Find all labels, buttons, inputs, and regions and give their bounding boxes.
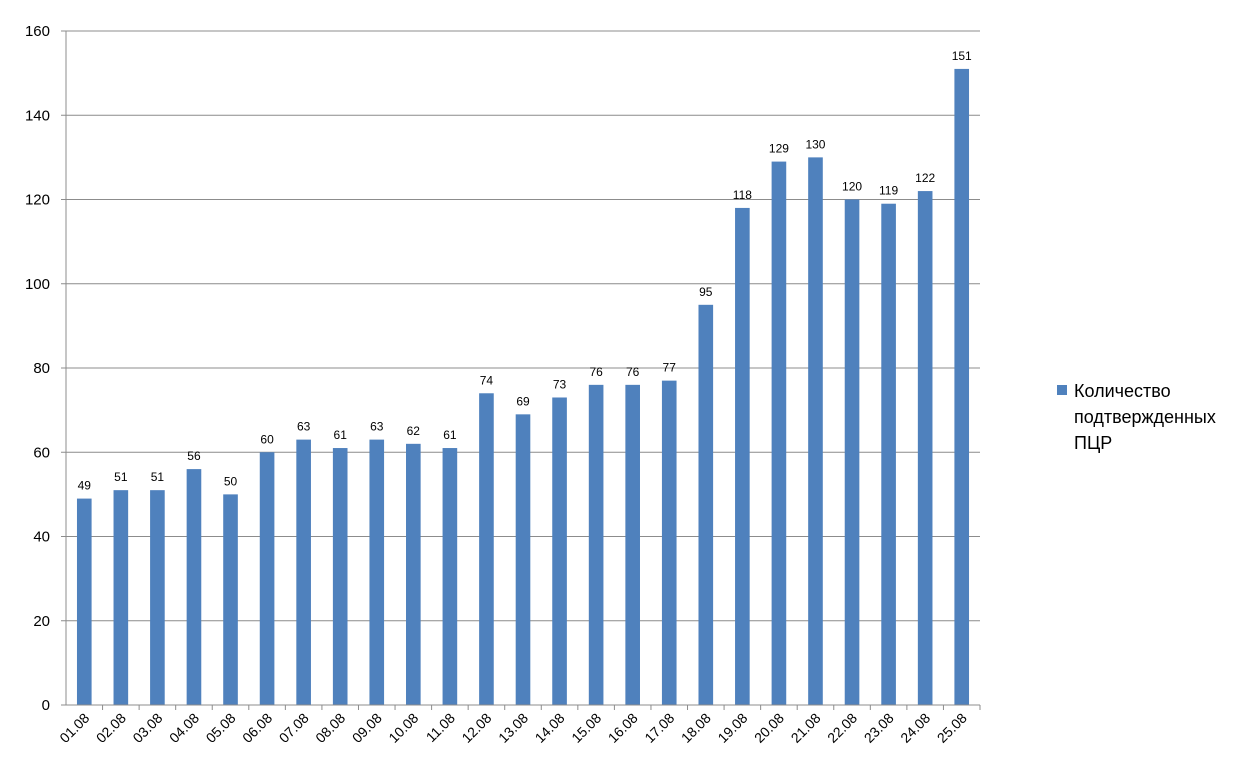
x-tick-label: 18.08: [678, 710, 714, 746]
bar: [881, 203, 896, 705]
x-tick-label: 20.08: [751, 710, 787, 746]
bar: [552, 397, 567, 705]
x-tick-label: 24.08: [897, 710, 933, 746]
x-tick-label: 19.08: [714, 710, 750, 746]
data-label: 63: [297, 420, 311, 434]
x-tick-label: 03.08: [129, 710, 165, 746]
data-label: 130: [805, 137, 825, 151]
y-tick-label: 0: [42, 697, 50, 714]
data-label: 51: [114, 470, 128, 484]
x-tick-label: 23.08: [861, 710, 897, 746]
bar: [844, 199, 860, 705]
data-label: 51: [151, 470, 165, 484]
bar: [698, 304, 714, 705]
y-tick-label: 120: [25, 192, 50, 209]
x-tick-label: 04.08: [166, 710, 202, 746]
data-label: 56: [187, 449, 201, 463]
data-label: 77: [663, 361, 677, 375]
legend-label: Количество подтвержденных ПЦР: [1074, 381, 1216, 453]
data-label: 122: [915, 171, 935, 185]
bar: [76, 498, 92, 705]
y-tick-label: 40: [33, 529, 50, 546]
x-tick-label: 12.08: [458, 710, 494, 746]
bar: [661, 380, 677, 705]
legend-swatch: [1057, 385, 1067, 395]
bar: [479, 393, 494, 705]
data-label: 61: [334, 428, 348, 442]
data-label: 49: [78, 479, 92, 493]
x-tick-label: 07.08: [276, 710, 312, 746]
bar: [113, 490, 129, 705]
bar: [808, 157, 823, 705]
y-tick-label: 160: [25, 23, 50, 40]
bar: [259, 452, 275, 705]
data-label: 61: [443, 428, 457, 442]
y-tick-label: 60: [33, 444, 50, 461]
x-tick-label: 01.08: [56, 710, 92, 746]
data-label: 69: [516, 394, 530, 408]
bar: [186, 469, 202, 705]
x-tick-label: 25.08: [934, 710, 970, 746]
bar: [515, 414, 531, 705]
bar: [917, 191, 933, 705]
y-tick-label: 80: [33, 360, 50, 377]
y-tick-label: 20: [33, 613, 50, 630]
data-label: 73: [553, 377, 567, 391]
y-axis: 0 20 40 60 80 100 120 140 160: [25, 23, 67, 714]
bar: [223, 494, 238, 705]
x-tick-label: 14.08: [532, 710, 568, 746]
data-label: 95: [699, 285, 713, 299]
bar: [369, 439, 385, 705]
data-label: 120: [842, 180, 862, 194]
data-label: 118: [733, 188, 752, 202]
x-axis: 01.08 02.08 03.08 04.08 05.08 06.08 07.08 08.08…: [56, 704, 981, 746]
data-labels: 49 51 51 56 50 60 63 61 63 62 61 74 69 73 76 76 77 95 118 1…: [78, 49, 972, 493]
bar: [406, 443, 421, 705]
data-label: 119: [879, 184, 898, 198]
bar: [625, 384, 640, 705]
data-label: 76: [589, 365, 603, 379]
bar: [296, 439, 311, 705]
y-tick-label: 140: [25, 107, 50, 124]
x-tick-label: 09.08: [349, 710, 385, 746]
bars: [76, 68, 970, 706]
x-tick-label: 21.08: [788, 710, 824, 746]
x-tick-label: 11.08: [423, 710, 459, 746]
data-label: 76: [626, 365, 640, 379]
data-label: 74: [480, 373, 494, 387]
x-tick-label: 10.08: [385, 710, 421, 746]
x-tick-label: 06.08: [239, 710, 275, 746]
x-tick-label: 05.08: [203, 710, 239, 746]
data-label: 60: [260, 432, 274, 446]
x-tick-label: 16.08: [605, 710, 641, 746]
x-tick-label: 15.08: [568, 710, 604, 746]
data-label: 63: [370, 420, 384, 434]
bar: [332, 448, 348, 705]
bar: [771, 161, 787, 705]
x-tick-label: 08.08: [312, 710, 348, 746]
data-label: 62: [407, 424, 421, 438]
data-label: 129: [769, 142, 789, 156]
x-tick-label: 13.08: [495, 710, 531, 746]
data-label: 50: [224, 474, 238, 488]
legend: Количество подтвержденных ПЦР: [1057, 378, 1247, 456]
data-label: 151: [952, 49, 972, 63]
x-tick-label: 02.08: [93, 710, 129, 746]
bar: [442, 448, 458, 705]
bar: [954, 68, 970, 706]
bar: [735, 207, 750, 706]
y-tick-label: 100: [25, 276, 50, 293]
x-tick-label: 22.08: [824, 710, 860, 746]
bar: [150, 490, 165, 705]
x-tick-label: 17.08: [641, 710, 677, 746]
bar: [588, 384, 604, 705]
